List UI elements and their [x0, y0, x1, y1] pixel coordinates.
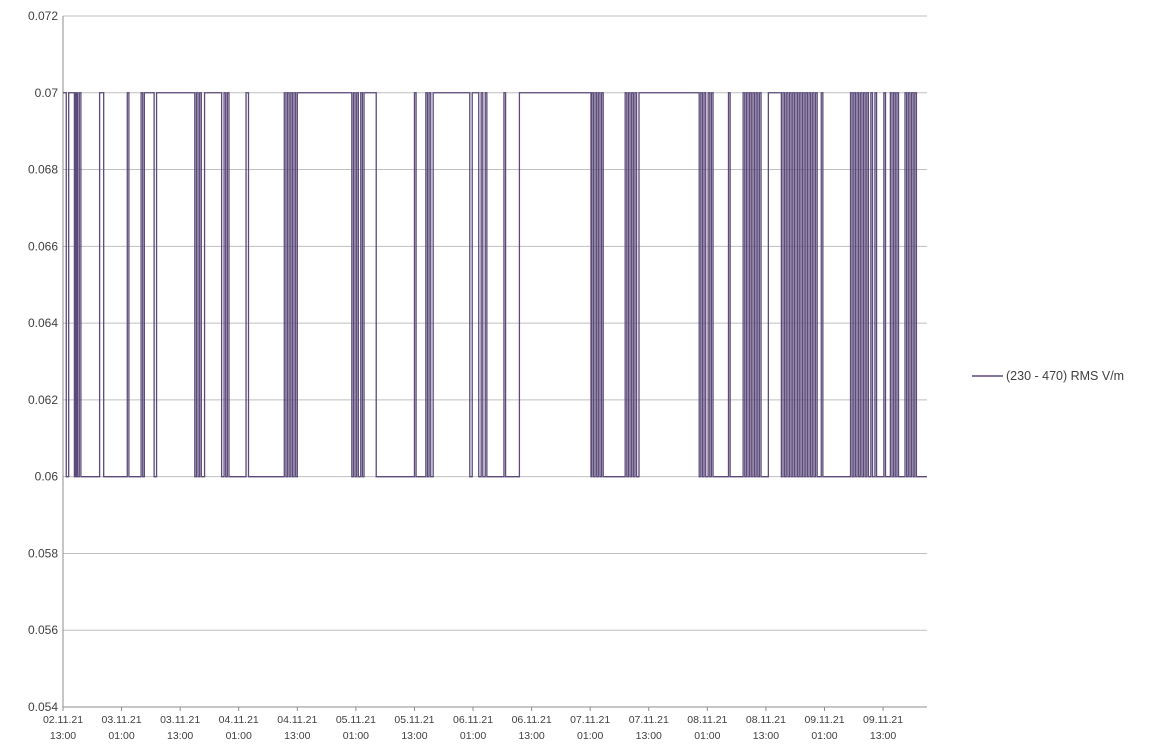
- legend-label: (230 - 470) RMS V/m: [1006, 369, 1124, 383]
- x-tick-time-label: 13:00: [284, 730, 310, 742]
- x-tick-time-label: 01:00: [694, 730, 720, 742]
- y-axis-tick-labels: 0.054 0.056 0.058 0.06 0.062 0.064 0.066 0.068 0…: [28, 9, 58, 714]
- x-tick-time-label: 13:00: [870, 730, 896, 742]
- x-tick-date-label: 07.11.21: [629, 714, 669, 726]
- x-tick-time-label: 13:00: [518, 730, 544, 742]
- x-tick-date-label: 08.11.21: [746, 714, 786, 726]
- x-tick-time-label: 01:00: [108, 730, 134, 742]
- x-tick-time-label: 13:00: [636, 730, 662, 742]
- y-tick-label: 0.07: [35, 86, 59, 100]
- x-tick-time-label: 01:00: [343, 730, 369, 742]
- x-tick-date-label: 09.11.21: [863, 714, 903, 726]
- series-line: [63, 92, 927, 478]
- x-tick-time-label: 01:00: [577, 730, 603, 742]
- x-tick-time-label: 13:00: [401, 730, 427, 742]
- y-tick-label: 0.072: [28, 9, 58, 23]
- y-tick-label: 0.06: [35, 470, 59, 484]
- y-tick-label: 0.066: [28, 239, 58, 253]
- x-tick-time-label: 13:00: [753, 730, 779, 742]
- x-axis-tick-labels: 02.11.21 13:00 03.11.21 01:00 03.11.21 13:00 0…: [43, 707, 903, 742]
- x-tick-time-label: 13:00: [167, 730, 193, 742]
- x-tick-date-label: 06.11.21: [453, 714, 493, 726]
- x-tick-date-label: 05.11.21: [336, 714, 376, 726]
- y-tick-label: 0.062: [28, 393, 58, 407]
- x-tick-date-label: 09.11.21: [804, 714, 844, 726]
- x-tick-date-label: 05.11.21: [394, 714, 434, 726]
- axes: [62, 16, 927, 708]
- x-tick-date-label: 03.11.21: [160, 714, 200, 726]
- x-tick-date-label: 06.11.21: [512, 714, 552, 726]
- x-tick-date-label: 04.11.21: [277, 714, 317, 726]
- x-tick-date-label: 04.11.21: [219, 714, 259, 726]
- y-tick-label: 0.054: [28, 700, 58, 714]
- y-tick-label: 0.056: [28, 623, 58, 637]
- x-tick-time-label: 01:00: [460, 730, 486, 742]
- x-tick-time-label: 01:00: [811, 730, 837, 742]
- y-tick-label: 0.058: [28, 546, 58, 560]
- x-tick-time-label: 13:00: [50, 730, 76, 742]
- x-tick-date-label: 03.11.21: [102, 714, 142, 726]
- x-tick-date-label: 08.11.21: [687, 714, 727, 726]
- series-layer: [63, 92, 927, 478]
- y-tick-label: 0.068: [28, 163, 58, 177]
- x-tick-date-label: 07.11.21: [570, 714, 610, 726]
- gridlines: [63, 15, 927, 631]
- y-tick-label: 0.064: [28, 316, 58, 330]
- legend: (230 - 470) RMS V/m: [972, 369, 1124, 383]
- x-tick-date-label: 02.11.21: [43, 714, 83, 726]
- x-tick-time-label: 01:00: [226, 730, 252, 742]
